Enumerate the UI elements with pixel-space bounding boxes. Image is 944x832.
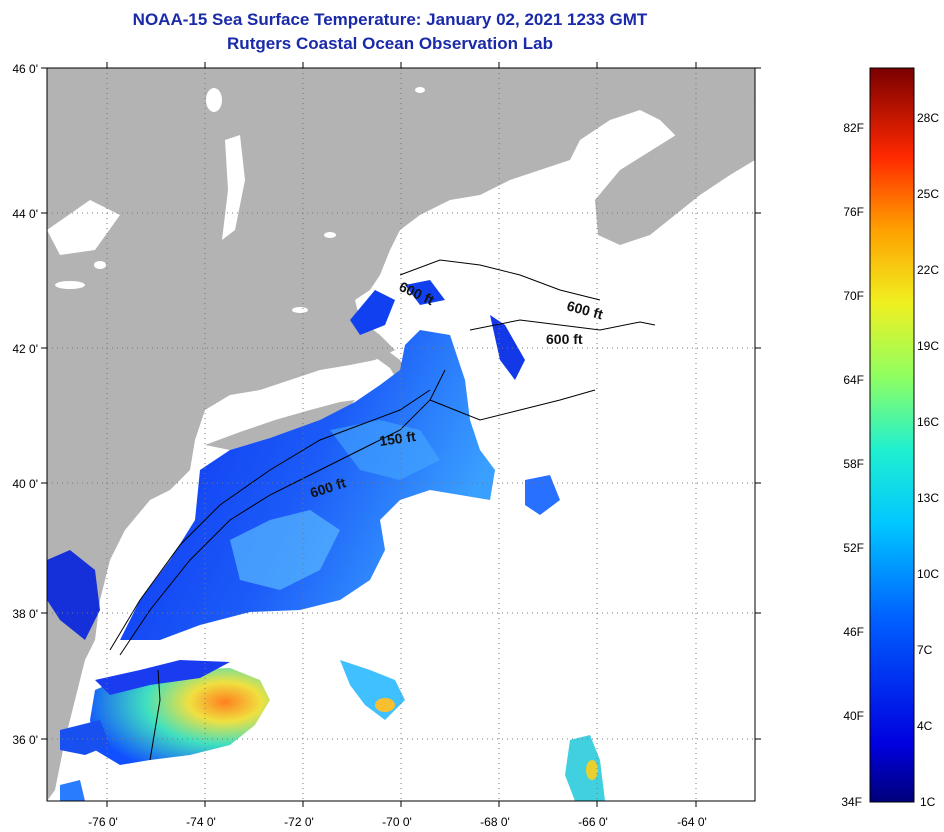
- sst-patch: [230, 510, 340, 590]
- lat-label: 38 0': [12, 607, 38, 621]
- sst-patch: [525, 475, 560, 515]
- land-mass-mainland: [47, 68, 755, 801]
- colorbar-c-label: 25C: [917, 187, 939, 201]
- colorbar-c-label: 16C: [917, 415, 939, 429]
- colorbar-c-label: 4C: [917, 719, 933, 733]
- lake-shape: [55, 281, 85, 289]
- sst-patch-gulf-of-maine: [350, 290, 395, 335]
- lon-label: -70 0': [382, 815, 412, 829]
- lon-label: -66 0': [578, 815, 608, 829]
- lake-shape: [590, 136, 610, 144]
- sst-patch: [60, 720, 110, 755]
- sst-patch: [330, 420, 440, 480]
- colorbar-c-label: 1C: [920, 795, 936, 809]
- lake-shape: [292, 307, 308, 313]
- lon-label: -64 0': [677, 815, 707, 829]
- map-title: NOAA-15 Sea Surface Temperature: January…: [132, 10, 648, 29]
- contour-line: [149, 669, 161, 761]
- colorbar-f-label: 64F: [843, 373, 864, 387]
- colorbar-f-label: 46F: [843, 625, 864, 639]
- lat-label: 40 0': [12, 477, 38, 491]
- colorbar-f-label: 58F: [843, 457, 864, 471]
- sst-gulf-stream-warm-region: [90, 668, 270, 765]
- colorbar-f-label: 34F: [841, 795, 862, 809]
- lat-label: 36 0': [12, 733, 38, 747]
- sst-cold-water-swath: [120, 330, 495, 640]
- lake-shape: [415, 87, 425, 93]
- lake-shape: [94, 261, 106, 269]
- temperature-color-bar: [869, 67, 915, 803]
- contour-line-150ft: [109, 389, 431, 651]
- contour-line: [469, 319, 656, 331]
- colorbar-f-label: 52F: [843, 541, 864, 555]
- lake-ontario: [47, 200, 120, 255]
- colorbar-c-label: 22C: [917, 263, 939, 277]
- sst-patch: [95, 660, 230, 695]
- colorbar-c-label: 19C: [917, 339, 939, 353]
- sst-chesapeake-bay: [47, 550, 100, 640]
- sst-patch-southeast: [565, 735, 605, 801]
- map-subtitle: Rutgers Coastal Ocean Observation Lab: [227, 34, 553, 53]
- lat-ticks: [41, 62, 761, 807]
- lat-label: 42 0': [12, 342, 38, 356]
- sst-patch-gulf-of-maine: [405, 280, 445, 305]
- sst-patch: [60, 780, 85, 801]
- contour-label: 150 ft: [378, 428, 417, 449]
- contour-line: [429, 389, 596, 421]
- graticule: [47, 68, 755, 801]
- sst-warm-core: [375, 698, 395, 712]
- lon-label: -76 0': [88, 815, 118, 829]
- lake-champlain: [222, 135, 245, 240]
- lon-label: -68 0': [480, 815, 510, 829]
- contour-line-600ft: [119, 369, 446, 656]
- colorbar-c-label: 13C: [917, 491, 939, 505]
- lake-shape: [206, 88, 222, 112]
- colorbar-f-label: 76F: [843, 205, 864, 219]
- sst-warm-core: [586, 760, 598, 780]
- lon-label: -72 0': [284, 815, 314, 829]
- land-long-island: [205, 400, 355, 450]
- contour-label: 600 ft: [546, 331, 583, 347]
- lat-label: 44 0': [12, 207, 38, 221]
- land-mass-nova-scotia: [595, 100, 755, 245]
- colorbar-c-label: 28C: [917, 111, 939, 125]
- colorbar-f-label: 82F: [843, 121, 864, 135]
- colorbar-f-label: 70F: [843, 289, 864, 303]
- colorbar-f-label: 40F: [843, 709, 864, 723]
- contour-line: [399, 259, 601, 301]
- lat-label: 46 0': [12, 62, 38, 76]
- colorbar-c-label: 7C: [917, 643, 933, 657]
- lon-label: -74 0': [186, 815, 216, 829]
- colorbar-c-label: 10C: [917, 567, 939, 581]
- lake-shape: [324, 232, 336, 238]
